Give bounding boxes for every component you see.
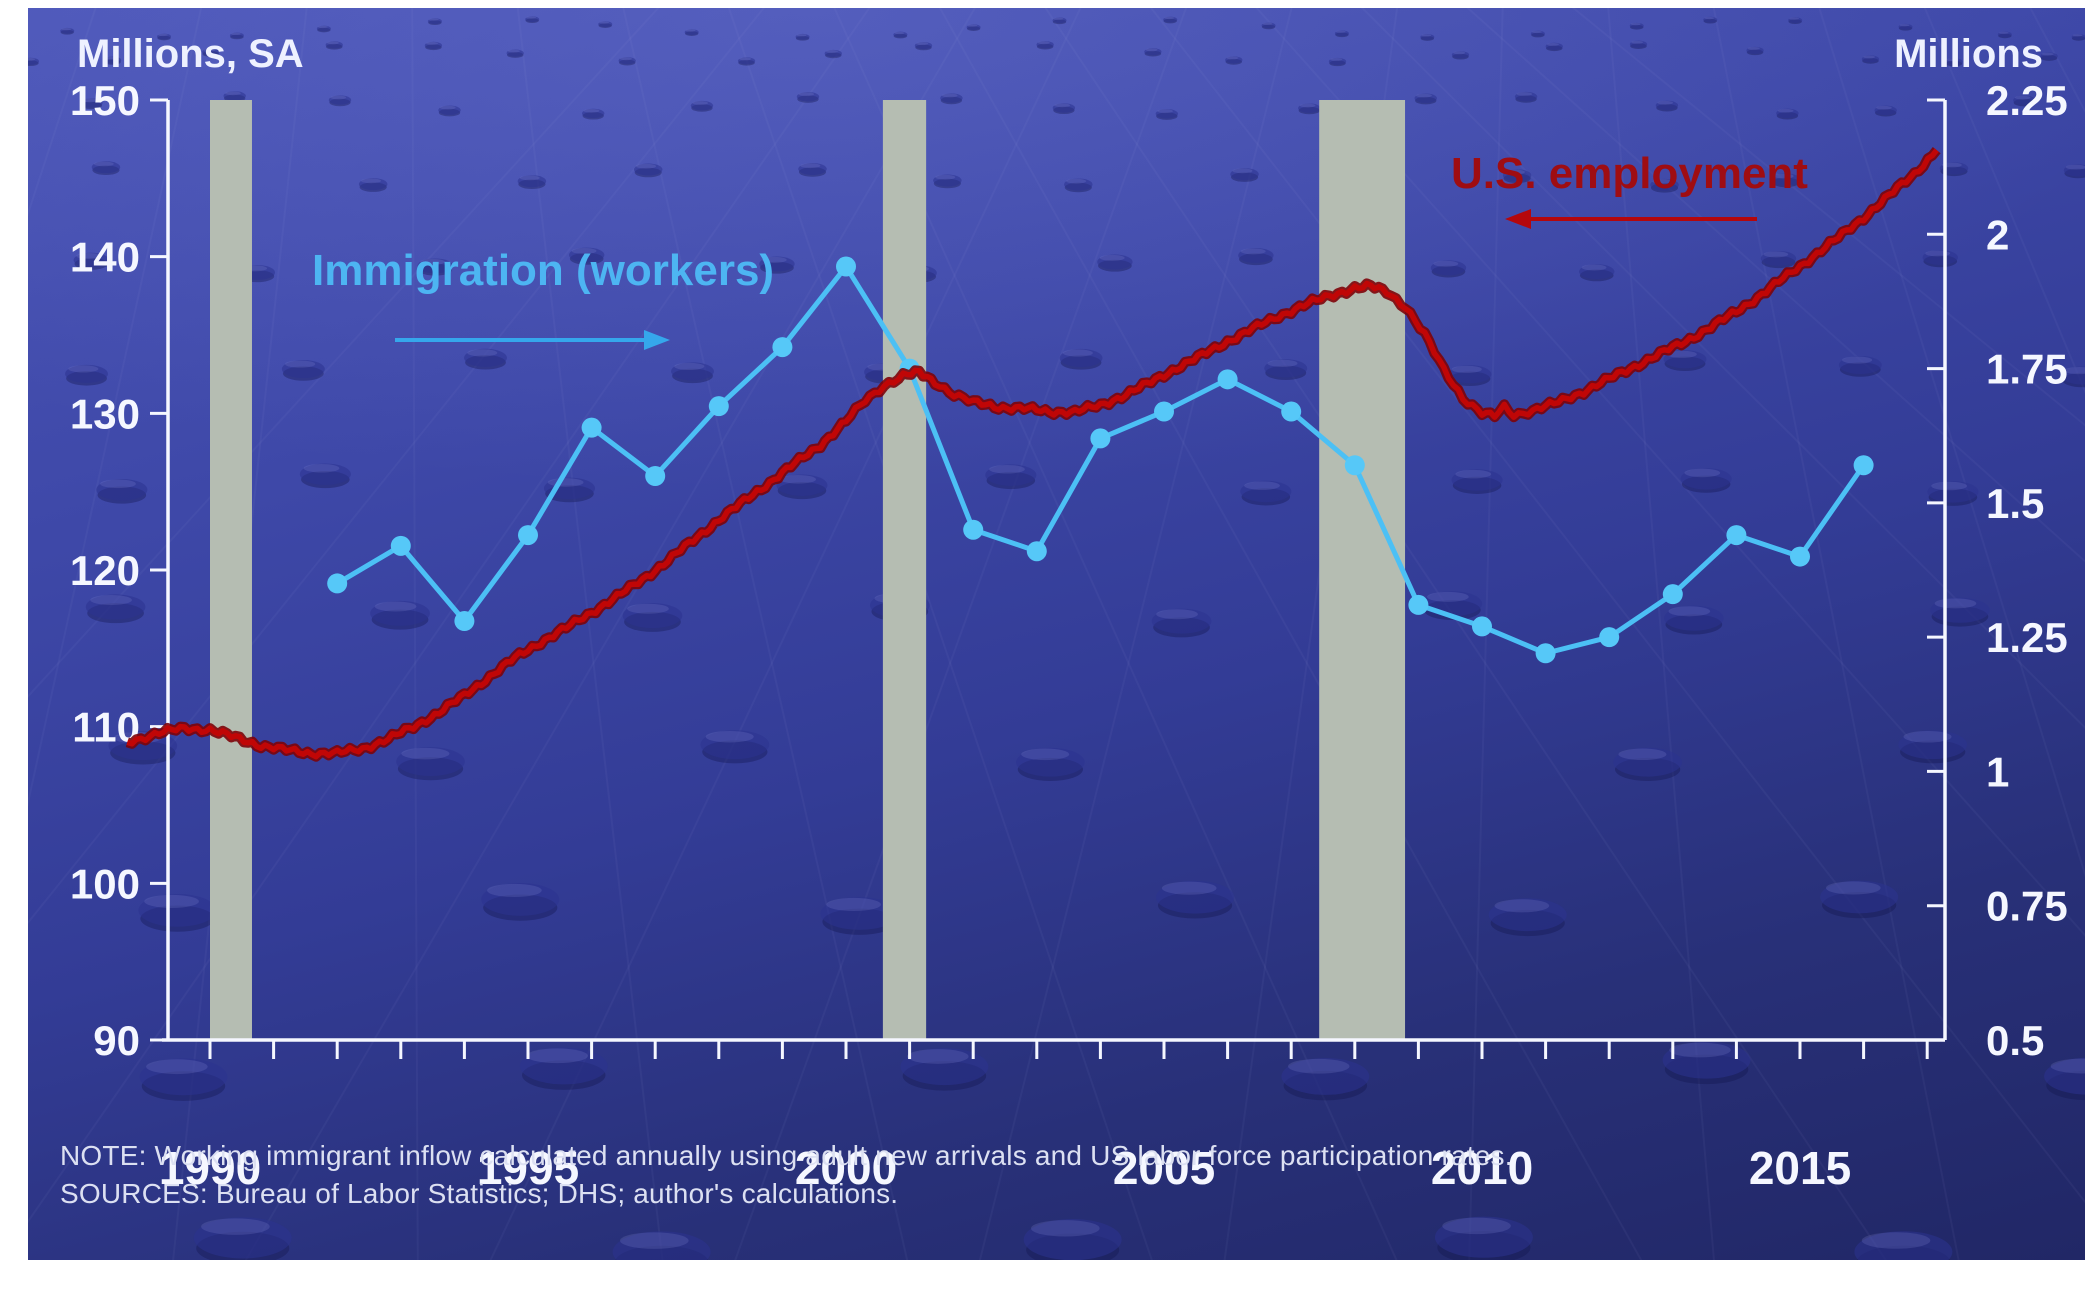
axis-tick-label: 150: [70, 77, 140, 124]
axis-tick-label: 1.75: [1986, 346, 2068, 393]
immigration-data-point: [645, 466, 666, 486]
left-axis-title: Millions, SA: [77, 32, 304, 76]
axis-tick-label: 0.75: [1986, 883, 2068, 930]
axis-tick-label: 1.25: [1986, 614, 2068, 661]
immigration-data-point: [327, 573, 348, 594]
immigration-data-point: [1790, 546, 1810, 567]
axis-tick-label: 1990: [159, 1142, 261, 1194]
axis-tick-label: 120: [70, 547, 140, 594]
immigration-data-point: [390, 535, 411, 556]
recession-bar: [1319, 100, 1406, 1040]
chart-svg: 150140130120110100902.2521.751.51.2510.7…: [28, 8, 2085, 1260]
immigration-arrowhead-icon: [644, 330, 670, 350]
employment-arrowhead-icon: [1505, 209, 1531, 229]
recession-bar: [210, 100, 252, 1040]
immigration-data-point: [1472, 616, 1492, 637]
immigration-data-point: [454, 611, 475, 632]
immigration-data-point: [963, 519, 984, 540]
axis-tick-label: 2005: [1113, 1142, 1215, 1194]
immigration-data-point: [581, 417, 602, 438]
axis-tick-label: 1.5: [1986, 480, 2044, 527]
immigration-data-point: [1408, 594, 1429, 615]
recession-bar: [882, 100, 927, 1040]
recession-bars: [210, 100, 1406, 1040]
axis-tick-label: 100: [70, 860, 140, 907]
immigration-data-point: [1344, 455, 1365, 476]
immigration-data-point: [1217, 369, 1238, 390]
immigration-data-point: [1853, 455, 1874, 476]
axis-tick-label: 2000: [795, 1142, 897, 1194]
immigration-data-point: [1154, 401, 1174, 422]
employment-series-label: U.S. employment: [1451, 149, 1808, 198]
chart-panel: 150 140 130 120 110 100 90 2.25 2 1.75 1.5 1.25 1 0.7…: [28, 8, 2085, 1260]
employment-series: [125, 146, 1941, 762]
axis-tick-label: 140: [70, 234, 140, 281]
immigration-data-point: [708, 396, 729, 417]
axis-tick-label: 2015: [1749, 1142, 1851, 1194]
immigration-data-point: [1599, 627, 1620, 648]
immigration-data-point: [1535, 643, 1556, 664]
immigration-data-point: [772, 337, 793, 358]
immigration-data-point: [1281, 401, 1302, 422]
immigration-data-point: [836, 256, 856, 277]
axis-tick-label: 2.25: [1986, 77, 2068, 124]
axis-tick-label: 90: [93, 1017, 140, 1064]
immigration-data-point: [518, 525, 538, 546]
axis-tick-label: 2: [1986, 211, 2009, 258]
axis-tick-label: 0.5: [1986, 1017, 2044, 1064]
axis-tick-label: 130: [70, 390, 140, 437]
immigration-data-point: [1026, 541, 1047, 562]
immigration-data-point: [1726, 525, 1747, 546]
axis-tick-label: 2010: [1431, 1142, 1533, 1194]
sources-line: SOURCES: Bureau of Labor Statistics; DHS…: [60, 1178, 899, 1209]
axis-tick-label: 1995: [477, 1142, 579, 1194]
note-line: NOTE: Working immigrant inflow calculate…: [60, 1140, 1513, 1171]
immigration-data-point: [1662, 584, 1683, 605]
annotation-arrows: [395, 209, 1757, 350]
immigration-series: [327, 256, 1874, 664]
right-axis-title: Millions: [1894, 32, 2043, 76]
immigration-series-label: Immigration (workers): [312, 246, 775, 295]
immigration-data-point: [1090, 428, 1111, 449]
axis-tick-label: 1: [1986, 748, 2009, 795]
axes: 150140130120110100902.2521.751.51.2510.7…: [70, 77, 2068, 1194]
